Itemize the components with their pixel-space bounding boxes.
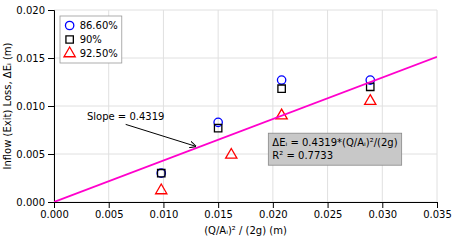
tick-label: 0.030 [368,209,397,220]
equation-box: ΔEᵢ = 0.4319*(Q/Aᵢ)²/(2g) R² = 0.7733 [268,133,401,165]
tick-mark [437,202,438,208]
tick: 0.005 [95,202,124,220]
y-axis-title: Inflow (Exit) Loss, ΔEᵢ (m) [2,42,13,169]
tick-label: 0.015 [16,53,45,64]
tick-mark [48,58,54,59]
tick: 0.035 [423,202,452,220]
tick-mark [382,202,383,208]
tick: 0.010 [16,101,54,112]
tick-mark [273,202,274,208]
legend-item: 90% [66,34,102,45]
legend-label: 92.50% [80,48,118,59]
tick-mark [48,10,54,11]
tick: 0.020 [16,5,54,16]
point [158,169,165,176]
tick-mark [109,202,110,208]
tick: 0.015 [204,202,233,220]
slope-arrow [126,124,196,146]
x-axis: 0.000 0.005 0.010 0.015 0.020 0.025 0.030 0.035 [40,202,452,220]
legend-symbol [64,47,75,57]
tick-label: 0.025 [314,209,343,220]
tick-label: 0.015 [204,209,233,220]
tick-mark [163,202,164,208]
equation-text: ΔEᵢ = 0.4319*(Q/Aᵢ)²/(2g) [272,137,397,148]
point [277,76,285,84]
tick: 0.030 [368,202,397,220]
fit-line [54,57,437,202]
grid [54,10,437,202]
legend-symbol [66,36,73,43]
point [214,124,221,131]
tick-mark [48,154,54,155]
tick: 0.005 [16,149,54,160]
tick: 0.000 [16,197,54,208]
tick-label: 0.010 [150,209,179,220]
tick: 0.020 [259,202,288,220]
marks [54,57,437,202]
tick-label: 0.000 [16,197,45,208]
tick-mark [48,202,54,203]
tick-mark [48,106,54,107]
point [157,169,165,177]
legend-item: 86.60% [65,20,117,31]
point [214,118,222,126]
grid-line [54,106,437,107]
tick: 0.010 [150,202,179,220]
point [156,184,167,194]
legend-item: 92.50% [64,47,118,59]
tick-label: 0.000 [40,209,69,220]
plot: 0.000 0.005 0.010 0.015 0.020 0.025 0.030 0.035… [16,5,451,220]
grid-line [54,10,437,11]
legend-symbol [65,21,73,29]
axis-line [55,203,438,209]
point [367,83,374,90]
tick-label: 0.020 [259,209,288,220]
tick: 0.015 [16,53,54,64]
tick-label: 0.005 [16,149,45,160]
tick-label: 0.020 [16,5,45,16]
point [278,85,285,92]
point [365,95,376,105]
legend: 86.60% 90% 92.50% [60,16,122,63]
legend-label: 90% [80,34,102,45]
tick-label: 0.005 [95,209,124,220]
axis-line [48,11,55,203]
tick-mark [218,202,219,208]
tick: 0.025 [314,202,343,220]
tick-label: 0.010 [16,101,45,112]
slope-label: Slope = 0.4319 [87,111,164,122]
y-axis: 0.000 0.005 0.010 0.015 0.020 [16,5,54,208]
equation-text: R² = 0.7733 [272,150,333,161]
legend-box [60,16,122,63]
equation-box-background [268,133,401,165]
tick-label: 0.035 [423,209,452,220]
point [226,148,237,158]
x-axis-title: (Q/Aᵢ)² / (2g) (m) [204,225,287,236]
tick-mark [328,202,329,208]
annotations: Slope = 0.4319 ΔEᵢ = 0.4319*(Q/Aᵢ)²/(2g) R… [87,111,402,165]
legend-label: 86.60% [80,20,118,31]
chart: 0.000 0.005 0.010 0.015 0.020 0.025 0.030 0.035… [0,0,455,238]
